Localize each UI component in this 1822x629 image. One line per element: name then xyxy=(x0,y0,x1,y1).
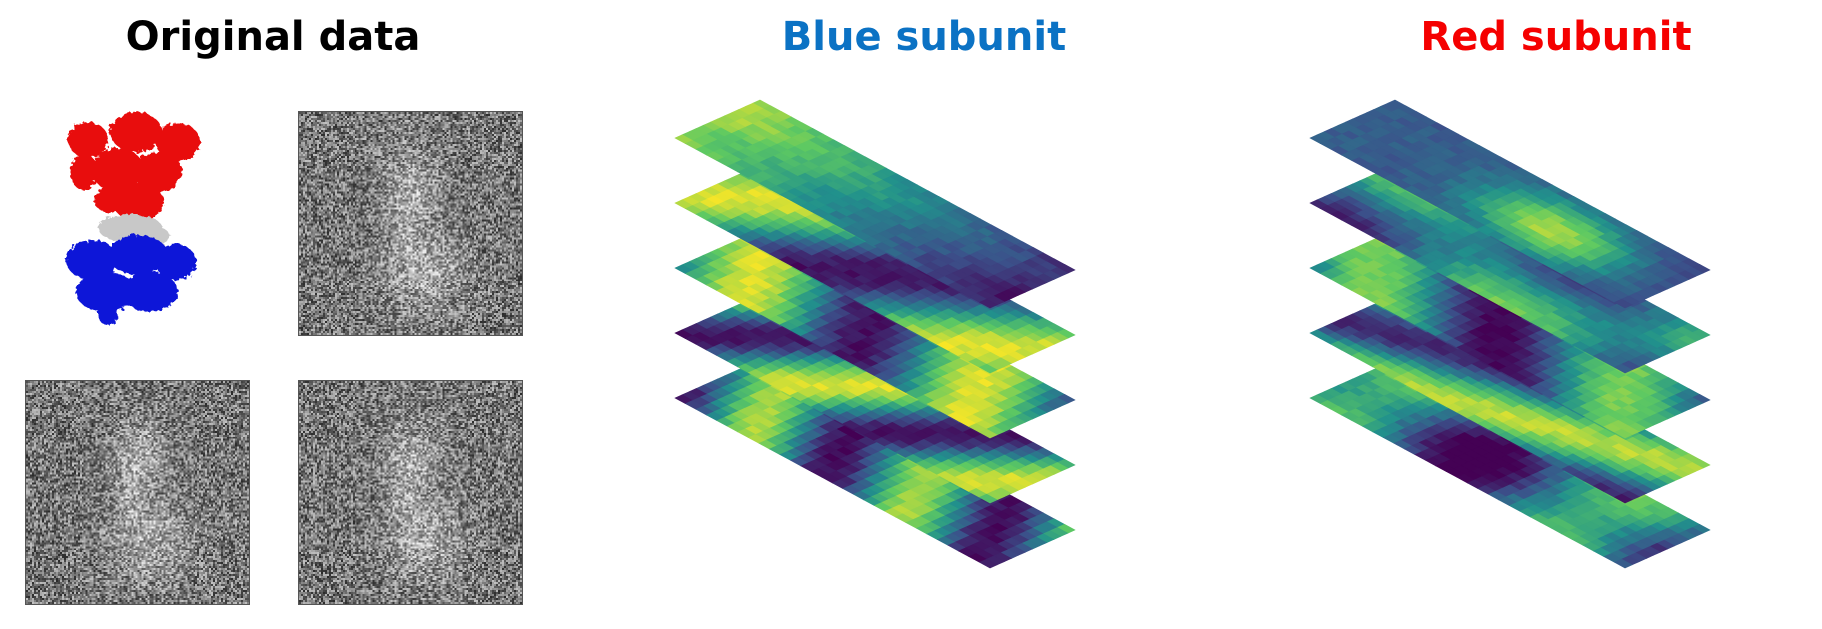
red-subunit-layer-1 xyxy=(1309,99,1711,309)
red-subunit-layer-5 xyxy=(1309,359,1711,569)
noisy-projection-image xyxy=(298,111,523,336)
blue-subunit-layer-1 xyxy=(674,99,1076,309)
noisy-projection-image xyxy=(25,380,250,605)
blue-subunit-layer-4 xyxy=(674,294,1076,504)
blue-subunit-title: Blue subunit xyxy=(782,12,1066,62)
blue-subunit-map-stack xyxy=(674,99,1076,569)
noisy-projection-image xyxy=(298,380,523,605)
red-subunit-map-stack xyxy=(1309,99,1711,569)
blue-subunit-domain xyxy=(66,235,196,325)
protein-structure-image xyxy=(66,112,200,325)
red-subunit-domain xyxy=(68,112,200,220)
red-subunit-title: Red subunit xyxy=(1420,12,1691,62)
original-data-title: Original data xyxy=(126,12,421,62)
